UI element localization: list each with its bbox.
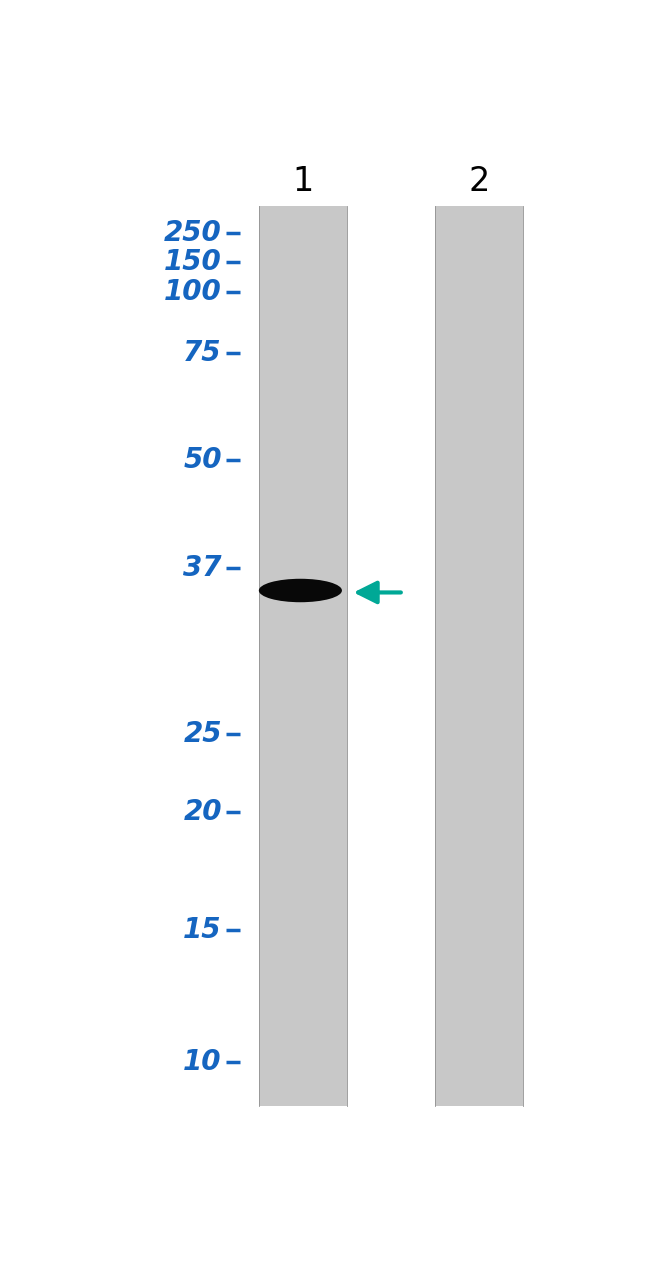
Text: 250: 250 bbox=[164, 218, 222, 246]
Text: 1: 1 bbox=[292, 165, 313, 198]
Text: 150: 150 bbox=[164, 248, 222, 276]
Text: 25: 25 bbox=[183, 720, 222, 748]
Bar bbox=[435, 206, 523, 1106]
Ellipse shape bbox=[259, 579, 342, 602]
Text: 15: 15 bbox=[183, 916, 222, 944]
Bar bbox=[259, 206, 347, 1106]
Text: 37: 37 bbox=[183, 554, 222, 582]
Text: 10: 10 bbox=[183, 1048, 222, 1076]
Text: 50: 50 bbox=[183, 447, 222, 475]
Text: 75: 75 bbox=[183, 339, 222, 367]
Text: 20: 20 bbox=[183, 799, 222, 827]
Text: 2: 2 bbox=[469, 165, 490, 198]
Text: 100: 100 bbox=[164, 278, 222, 306]
